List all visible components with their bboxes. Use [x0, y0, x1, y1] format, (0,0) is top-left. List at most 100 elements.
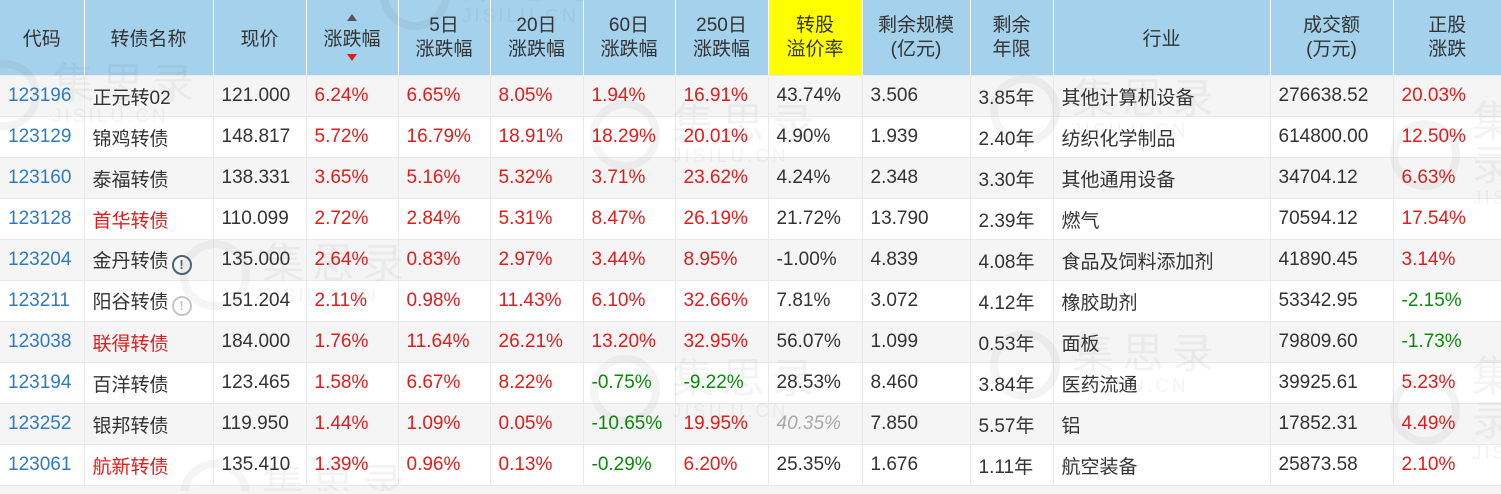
- table-body: 123196 正元转02 121.000 6.24% 6.65% 8.05% 1.94% 16…: [0, 75, 1501, 485]
- industry-value: 铝: [1061, 415, 1081, 437]
- bond-code-link[interactable]: 123204: [8, 249, 72, 270]
- stock-cell: -1.73%: [1392, 321, 1501, 363]
- col-header-code[interactable]: 代码: [0, 0, 84, 76]
- info-alert-icon[interactable]: !: [171, 254, 192, 275]
- bond-code-link[interactable]: 123211: [8, 290, 70, 311]
- turnover-value: 614800.00: [1278, 126, 1369, 147]
- chg60-value: -0.29%: [591, 454, 652, 475]
- size-value: 1.939: [870, 126, 919, 147]
- stock-cell: 4.49%: [1392, 403, 1501, 445]
- years-value: 3.84年: [978, 374, 1035, 396]
- chg60-cell: 13.20%: [582, 321, 675, 363]
- price-cell: 138.331: [212, 157, 306, 199]
- chg60-cell: 3.44%: [582, 239, 675, 281]
- bond-code-link[interactable]: 123061: [8, 454, 72, 475]
- chg5-value: 1.09%: [406, 413, 461, 434]
- chg250-cell: 16.91%: [674, 75, 768, 117]
- premium-value: 4.90%: [776, 126, 831, 147]
- col-header-remaining-size[interactable]: 剩余规模 (亿元): [861, 0, 970, 76]
- bond-code-link[interactable]: 123196: [8, 85, 72, 106]
- col-header-change-20d[interactable]: 20日 涨跌幅: [489, 0, 583, 76]
- chg20-cell: 0.05%: [489, 403, 583, 445]
- chg5-cell: 5.16%: [397, 157, 490, 199]
- stock-cell: 6.63%: [1392, 157, 1501, 199]
- col-header-price[interactable]: 现价: [212, 0, 306, 76]
- premium-cell: 25.35%: [767, 444, 862, 485]
- col-header-conversion-premium[interactable]: 转股 溢价率: [767, 0, 862, 76]
- size-value: 1.099: [870, 331, 919, 352]
- chg60-value: -10.65%: [591, 413, 663, 434]
- chg-value: 2.72%: [314, 208, 369, 229]
- industry-cell: 燃气: [1052, 198, 1270, 240]
- chg-cell: 1.39%: [305, 444, 398, 485]
- bond-code-link[interactable]: 123252: [8, 413, 72, 434]
- stock-cell: 3.14%: [1392, 239, 1501, 281]
- chg-cell: 2.11%: [305, 280, 398, 322]
- chg20-cell: 8.22%: [489, 362, 583, 404]
- premium-value: 4.24%: [776, 167, 831, 188]
- price-value: 119.950: [221, 413, 289, 434]
- premium-cell: 28.53%: [767, 362, 862, 404]
- turnover-value: 79809.60: [1278, 331, 1358, 352]
- sort-asc-icon[interactable]: [347, 14, 357, 21]
- price-value: 184.000: [221, 331, 291, 352]
- price-cell: 110.099: [212, 198, 306, 240]
- col-header-change-60d[interactable]: 60日 涨跌幅: [582, 0, 675, 76]
- chg5-value: 0.83%: [406, 249, 461, 270]
- chg60-value: -0.75%: [591, 372, 652, 393]
- stock-value: -1.73%: [1401, 331, 1462, 352]
- industry-cell: 医药流通: [1052, 362, 1270, 404]
- col-label: 行业: [1142, 29, 1181, 50]
- chg250-value: 19.95%: [683, 413, 748, 434]
- col-header-change-sorted[interactable]: 涨跌幅: [305, 0, 398, 76]
- bond-code-link[interactable]: 123128: [8, 208, 72, 229]
- col-header-change-250d[interactable]: 250日 涨跌幅: [674, 0, 768, 76]
- chg-value: 1.44%: [314, 413, 369, 434]
- chg60-value: 18.29%: [591, 126, 656, 147]
- col-header-name[interactable]: 转债名称: [83, 0, 213, 76]
- table-row: 123204 金丹转债! 135.000 2.64% 0.83% 2.97% 3.44% 8.…: [0, 239, 1501, 281]
- chg60-value: 13.20%: [591, 331, 656, 352]
- info-alert-icon[interactable]: !: [171, 295, 192, 316]
- code-cell: 123061: [0, 444, 84, 485]
- premium-value: 40.35%: [776, 413, 841, 434]
- sort-desc-icon[interactable]: [347, 54, 357, 61]
- price-cell: 123.465: [212, 362, 306, 404]
- chg60-value: 1.94%: [591, 85, 646, 106]
- industry-value: 其他通用设备: [1061, 169, 1176, 191]
- size-cell: 7.850: [861, 403, 970, 445]
- chg250-cell: 32.66%: [674, 280, 768, 322]
- premium-cell: 40.35%: [767, 403, 862, 445]
- col-header-remaining-years[interactable]: 剩余 年限: [969, 0, 1053, 76]
- size-cell: 4.839: [861, 239, 970, 281]
- table-header: 代码 转债名称 现价 涨跌幅 5日 涨跌幅 20日 涨跌幅 60日 涨跌幅 250日涨…: [0, 0, 1501, 76]
- price-value: 148.817: [221, 126, 291, 147]
- chg-cell: 1.44%: [305, 403, 398, 445]
- price-cell: 151.204: [212, 280, 306, 322]
- chg60-cell: 8.47%: [582, 198, 675, 240]
- chg60-value: 6.10%: [591, 290, 646, 311]
- col-header-turnover[interactable]: 成交额 (万元): [1269, 0, 1393, 76]
- code-cell: 123160: [0, 157, 84, 199]
- turnover-value: 17852.31: [1278, 413, 1358, 434]
- bond-code-link[interactable]: 123194: [8, 372, 72, 393]
- col-header-change-5d[interactable]: 5日 涨跌幅: [397, 0, 490, 76]
- chg250-cell: 26.19%: [674, 198, 768, 240]
- col-header-industry[interactable]: 行业: [1052, 0, 1270, 76]
- chg20-cell: 0.13%: [489, 444, 583, 485]
- table-row: 123160 泰福转债 138.331 3.65% 5.16% 5.32% 3.71% 23.…: [0, 157, 1501, 199]
- bond-code-link[interactable]: 123160: [8, 167, 72, 188]
- bond-code-link[interactable]: 123129: [8, 126, 72, 147]
- bond-code-link[interactable]: 123038: [8, 331, 72, 352]
- years-cell: 5.57年: [969, 403, 1053, 445]
- price-cell: 135.410: [212, 444, 306, 485]
- name-cell: 首华转债: [83, 198, 213, 240]
- code-cell: 123204: [0, 239, 84, 281]
- table-row: 123194 百洋转债 123.465 1.58% 6.67% 8.22% -0.75% -9…: [0, 362, 1501, 404]
- years-cell: 0.53年: [969, 321, 1053, 363]
- chg5-cell: 11.64%: [397, 321, 490, 363]
- price-cell: 121.000: [212, 75, 306, 117]
- chg5-cell: 0.83%: [397, 239, 490, 281]
- col-header-stock-change[interactable]: 正股 涨跌: [1392, 0, 1501, 76]
- chg-cell: 1.58%: [305, 362, 398, 404]
